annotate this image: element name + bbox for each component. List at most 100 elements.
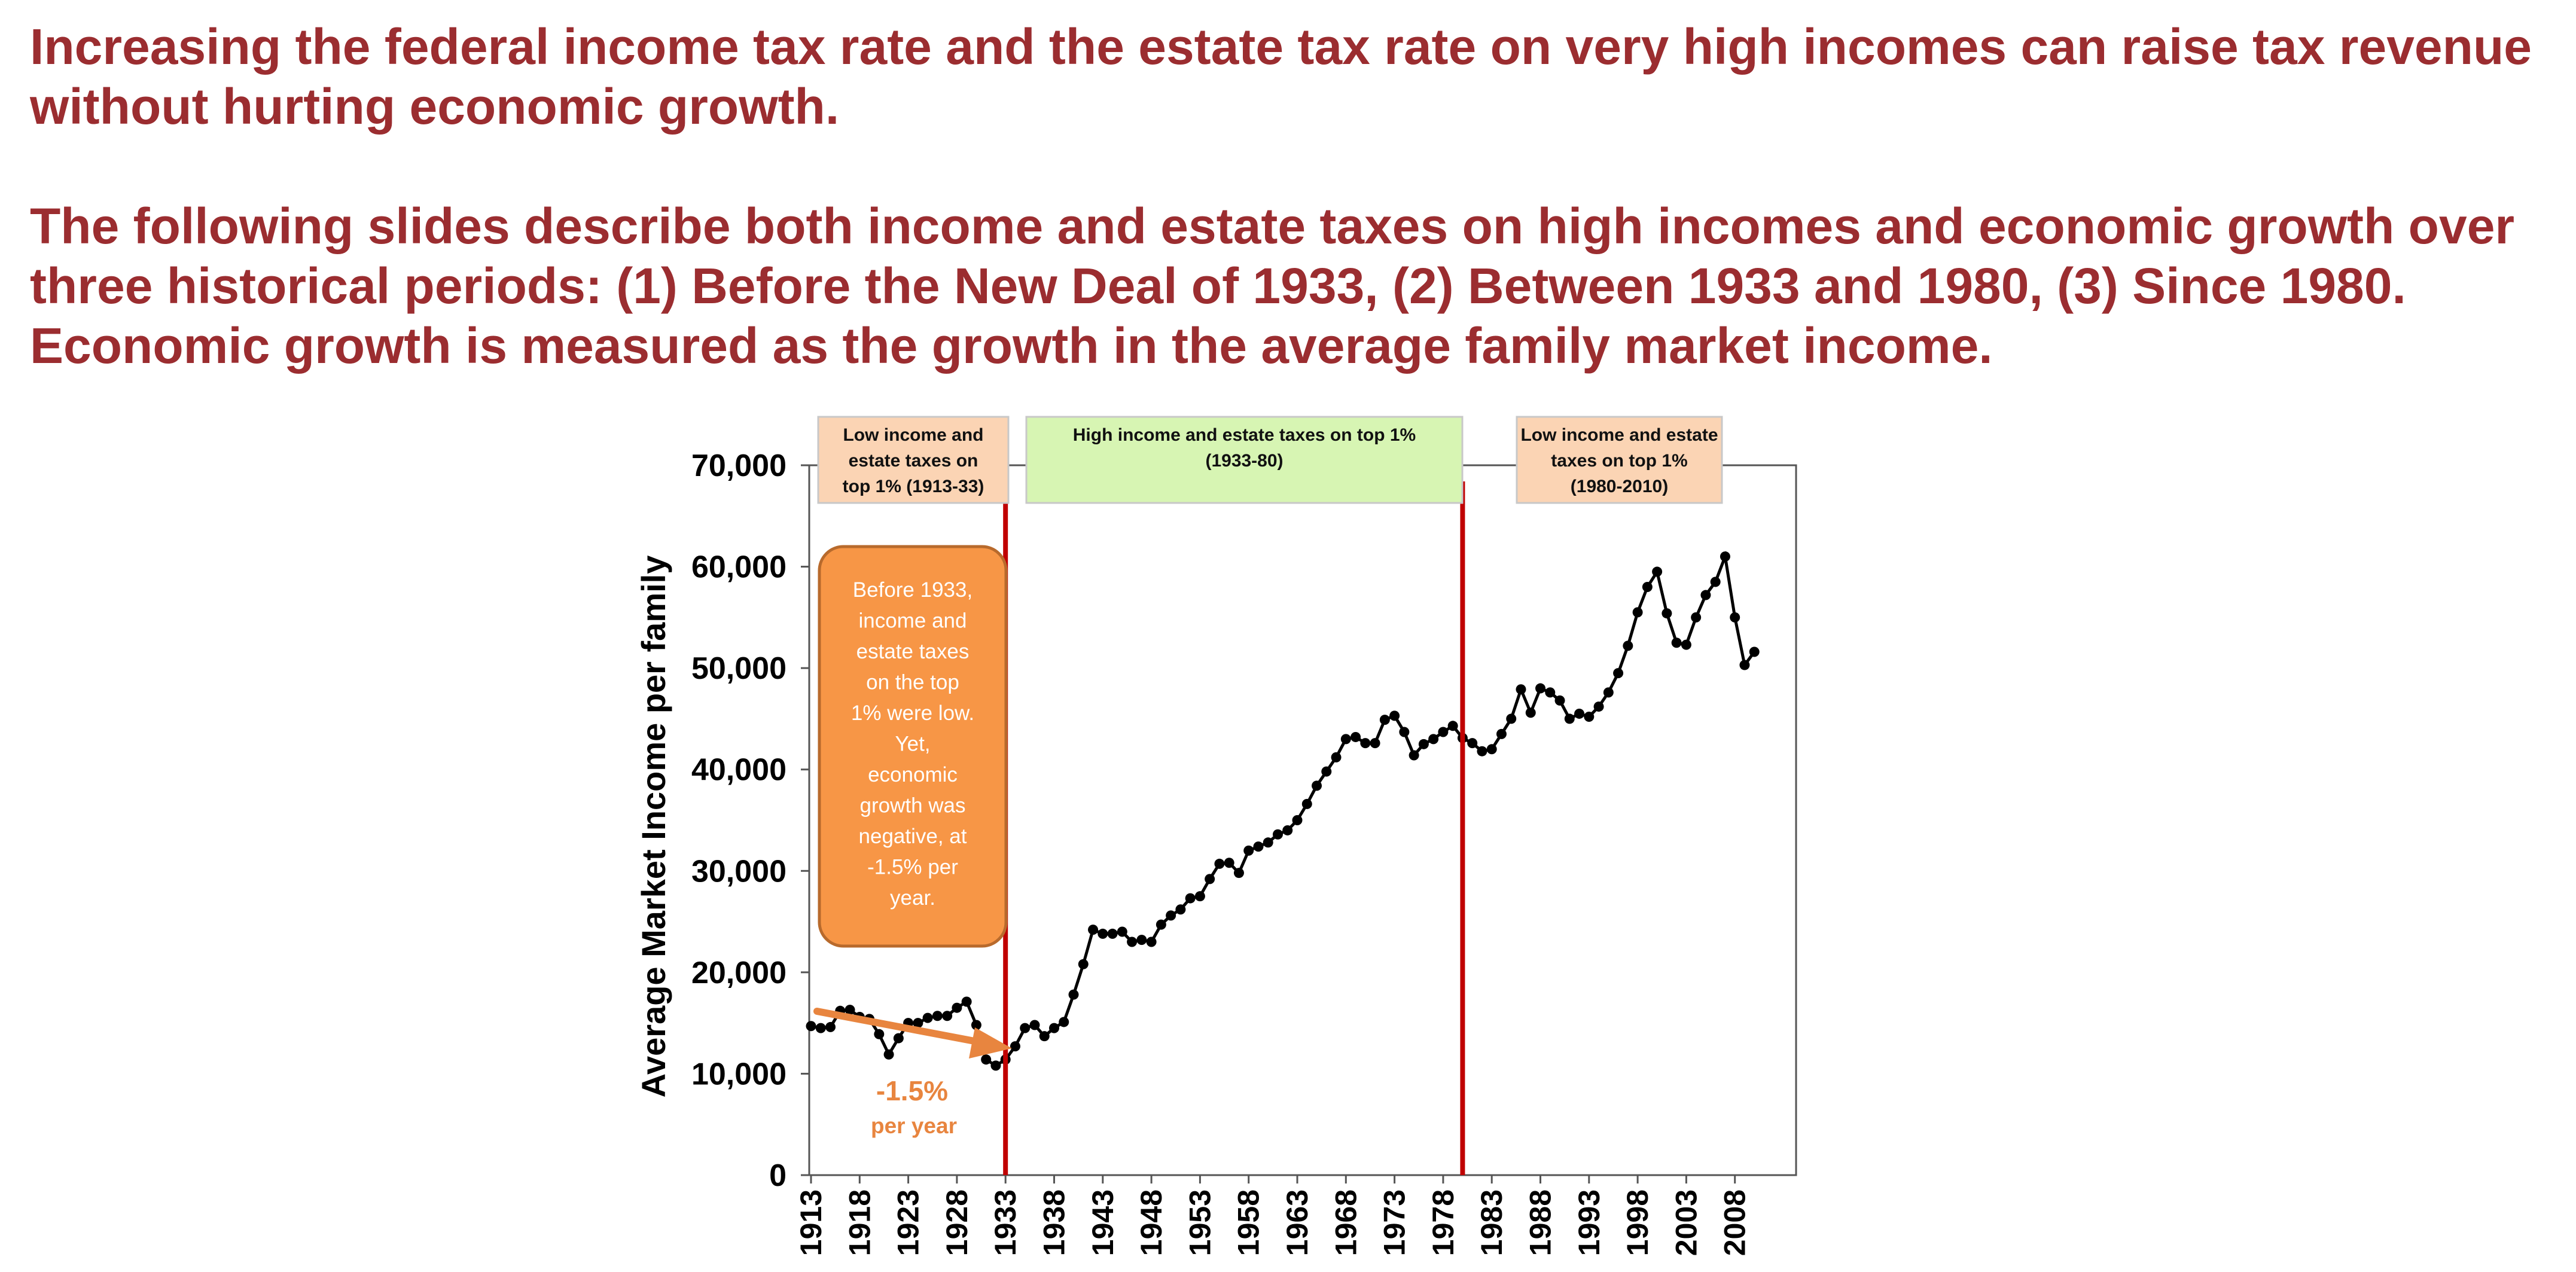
period-box-text: Low income and estate bbox=[1520, 425, 1718, 445]
intro-paragraph: The following slides describe both incom… bbox=[30, 196, 2514, 376]
callout-before-1933: Before 1933, income and estate taxes on the… bbox=[818, 545, 1008, 948]
callout-text: -1.5% per bbox=[867, 856, 958, 879]
data-point bbox=[1127, 937, 1138, 947]
data-point bbox=[1098, 928, 1108, 939]
data-point bbox=[1370, 738, 1380, 749]
data-point bbox=[1554, 695, 1565, 706]
data-point bbox=[1282, 825, 1293, 835]
period-box-text: estate taxes on bbox=[849, 451, 978, 471]
data-point bbox=[952, 1002, 962, 1013]
period-box-1933-80: High income and estate taxes on top 1% (1… bbox=[1025, 416, 1464, 504]
period-box-1913-33: Low income and estate taxes on top 1% (191… bbox=[817, 416, 1010, 504]
x-tick-label: 1953 bbox=[1183, 1189, 1217, 1256]
data-point bbox=[1078, 959, 1089, 969]
data-point bbox=[1340, 734, 1351, 745]
data-point bbox=[1525, 707, 1536, 718]
data-point bbox=[1535, 683, 1545, 694]
y-tick-label: 10,000 bbox=[691, 1057, 786, 1091]
growth-rate-label: -1.5% per year bbox=[871, 1075, 957, 1138]
data-point bbox=[942, 1011, 953, 1021]
data-point bbox=[1652, 566, 1663, 577]
callout-text: 1% were low. bbox=[851, 701, 974, 725]
data-point bbox=[1272, 829, 1283, 840]
y-tick-label: 0 bbox=[769, 1158, 786, 1193]
data-point bbox=[990, 1060, 1001, 1071]
callout-text: growth was bbox=[859, 794, 965, 818]
growth-rate-value: -1.5% bbox=[876, 1075, 948, 1106]
x-tick-label: 1968 bbox=[1329, 1189, 1362, 1256]
data-point bbox=[971, 1020, 981, 1030]
data-point bbox=[1233, 868, 1244, 878]
data-point bbox=[1691, 612, 1702, 623]
x-tick-label: 1943 bbox=[1086, 1189, 1120, 1256]
data-point bbox=[1564, 713, 1575, 724]
x-tick-label: 1993 bbox=[1572, 1189, 1606, 1256]
data-point bbox=[1020, 1023, 1031, 1033]
period-box-text: (1980-2010) bbox=[1571, 477, 1668, 496]
period-box-background bbox=[1516, 416, 1723, 504]
data-point bbox=[1584, 712, 1595, 722]
headline-line-1: Increasing the federal income tax rate a… bbox=[30, 19, 2532, 75]
callout-text: negative, at bbox=[859, 825, 967, 848]
x-tick-label: 1938 bbox=[1038, 1189, 1071, 1256]
data-point bbox=[1710, 576, 1721, 587]
x-tick-label: 1988 bbox=[1524, 1189, 1557, 1256]
y-tick-label: 40,000 bbox=[691, 753, 786, 788]
data-point bbox=[1496, 728, 1507, 739]
data-point bbox=[1409, 750, 1419, 761]
data-point bbox=[1263, 837, 1273, 848]
data-point bbox=[1301, 798, 1312, 809]
data-point bbox=[1399, 727, 1410, 737]
callout-text: economic bbox=[868, 763, 958, 786]
headline-line-2: without hurting economic growth. bbox=[30, 78, 840, 135]
data-point bbox=[1642, 581, 1653, 592]
headline: Increasing the federal income tax rate a… bbox=[30, 17, 2532, 136]
period-box-background bbox=[817, 416, 1010, 504]
data-point bbox=[825, 1021, 836, 1032]
data-point bbox=[1516, 684, 1526, 695]
y-tick-label: 30,000 bbox=[691, 854, 786, 889]
callout-text: year. bbox=[890, 886, 935, 910]
callout-text: income and bbox=[859, 609, 967, 633]
data-point bbox=[1700, 590, 1711, 600]
trend-arrow bbox=[813, 1008, 1012, 1059]
callout-text: on the top bbox=[866, 671, 959, 694]
x-tick-label: 1928 bbox=[940, 1189, 974, 1256]
data-point bbox=[1360, 738, 1371, 749]
data-point bbox=[913, 1018, 923, 1029]
y-tick-label: 70,000 bbox=[691, 449, 786, 483]
data-point bbox=[1117, 926, 1127, 937]
data-point bbox=[1418, 739, 1429, 749]
data-point bbox=[1146, 937, 1157, 947]
callout-box bbox=[818, 545, 1008, 948]
data-point bbox=[1224, 858, 1234, 868]
x-tick-label: 2008 bbox=[1718, 1189, 1752, 1256]
x-tick-label: 1918 bbox=[843, 1189, 876, 1256]
data-point bbox=[1185, 893, 1196, 904]
data-point bbox=[1049, 1023, 1059, 1033]
data-point bbox=[815, 1023, 826, 1033]
data-point bbox=[1175, 904, 1186, 915]
x-tick-label: 2003 bbox=[1669, 1189, 1703, 1256]
data-point bbox=[1205, 874, 1215, 884]
period-box-background bbox=[1025, 416, 1464, 504]
period-box-1980-2010: Low income and estate taxes on top 1% (198… bbox=[1516, 416, 1723, 504]
data-point bbox=[1662, 608, 1672, 619]
x-tick-label: 1933 bbox=[989, 1189, 1022, 1256]
intro-line-1: The following slides describe both incom… bbox=[30, 198, 2515, 254]
data-point bbox=[922, 1012, 933, 1023]
data-point bbox=[1467, 738, 1478, 749]
data-point bbox=[806, 1021, 816, 1032]
trend-arrow-shaft bbox=[813, 1008, 984, 1046]
growth-rate-unit: per year bbox=[871, 1114, 957, 1138]
data-point bbox=[1447, 721, 1458, 731]
data-point bbox=[1312, 780, 1322, 791]
data-point bbox=[1088, 925, 1099, 935]
data-point bbox=[1545, 687, 1556, 698]
data-point bbox=[1107, 928, 1118, 939]
data-point bbox=[1506, 713, 1517, 724]
x-tick-label: 1913 bbox=[794, 1189, 828, 1256]
data-point bbox=[961, 996, 972, 1007]
x-tick-label: 1983 bbox=[1475, 1189, 1508, 1256]
